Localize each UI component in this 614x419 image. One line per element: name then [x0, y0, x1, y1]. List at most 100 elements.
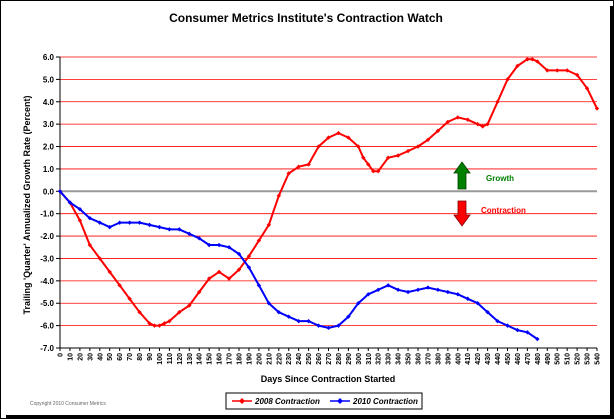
data-point — [505, 323, 510, 328]
x-tick-label: 170 — [227, 353, 234, 365]
x-tick-label: 50 — [107, 353, 114, 361]
data-point — [216, 242, 222, 248]
x-tick-label: 410 — [465, 353, 472, 365]
data-point — [405, 289, 411, 295]
data-point — [395, 153, 401, 158]
data-point — [361, 155, 366, 160]
x-tick-label: 40 — [97, 353, 104, 361]
data-point — [564, 68, 570, 73]
x-tick-label: 330 — [386, 353, 393, 365]
data-point — [87, 215, 93, 221]
x-tick-label: 100 — [157, 353, 164, 365]
x-tick-label: 530 — [585, 353, 592, 365]
y-tick-label: -6.0 — [40, 322, 54, 331]
x-tick-label: 70 — [127, 353, 134, 361]
frame-shadow-right — [610, 6, 614, 419]
data-point — [127, 220, 132, 225]
x-tick-label: 440 — [495, 353, 502, 365]
data-point — [167, 227, 172, 232]
data-point — [535, 59, 540, 64]
data-point — [425, 285, 431, 290]
data-point — [216, 269, 222, 275]
data-point — [415, 287, 421, 292]
x-tick-label: 300 — [356, 353, 363, 365]
data-point — [525, 330, 530, 335]
y-tick-label: 0.0 — [43, 187, 55, 196]
y-tick-label: 4.0 — [43, 98, 55, 107]
data-point — [266, 222, 272, 228]
data-point — [97, 220, 102, 225]
data-point — [137, 220, 142, 225]
x-tick-label: 320 — [376, 353, 383, 365]
data-point — [77, 207, 83, 212]
x-tick-label: 10 — [67, 353, 74, 361]
x-tick-label: 450 — [505, 353, 512, 365]
data-point — [306, 162, 311, 167]
x-tick-label: 460 — [515, 353, 522, 365]
x-tick-label: 120 — [177, 353, 184, 365]
data-point — [435, 287, 441, 292]
data-point — [286, 171, 291, 176]
data-point — [535, 336, 540, 342]
data-point — [226, 276, 232, 281]
y-tick-label: -4.0 — [40, 277, 54, 286]
data-point — [326, 135, 331, 140]
data-point — [77, 218, 83, 223]
series-lines — [57, 57, 600, 342]
data-point — [385, 155, 391, 160]
x-tick-label: 390 — [445, 353, 452, 365]
data-point — [67, 200, 73, 205]
data-point — [515, 63, 520, 69]
data-point — [505, 77, 510, 82]
x-tick-label: 190 — [246, 353, 253, 365]
data-point — [435, 128, 441, 134]
data-point — [366, 292, 371, 297]
data-point — [366, 162, 371, 167]
data-point — [465, 117, 470, 122]
legend: 2008 Contraction 2010 Contraction — [225, 392, 423, 410]
data-point — [276, 309, 281, 315]
data-point — [445, 119, 451, 125]
data-point — [336, 323, 341, 328]
x-tick-label: 180 — [237, 353, 244, 365]
data-point — [147, 321, 152, 326]
data-point — [246, 254, 252, 259]
data-point — [162, 321, 167, 326]
data-point — [107, 224, 112, 230]
data-point — [296, 164, 301, 169]
data-point — [187, 303, 192, 308]
x-tick-label: 110 — [167, 353, 174, 364]
data-point — [475, 121, 480, 127]
data-point — [236, 267, 242, 272]
data-point — [226, 245, 232, 250]
x-tick-label: 240 — [296, 353, 303, 365]
data-point — [197, 289, 202, 295]
x-tick-label: 360 — [416, 353, 423, 365]
data-point — [206, 276, 212, 281]
data-point — [371, 168, 376, 174]
data-point — [206, 242, 212, 248]
growth-label: Growth — [486, 174, 514, 183]
axes: 6.0 5.0 4.0 3.0 2.0 1.0 0.0 -1.0 -2.0 -3.0 -4.0 -5.… — [40, 53, 601, 365]
x-tick-label: 310 — [366, 353, 373, 365]
data-point — [296, 318, 301, 324]
y-tick-label: -3.0 — [40, 254, 54, 263]
data-point — [197, 236, 202, 241]
legend-2010-label: 2010 Contraction — [352, 397, 418, 406]
data-point — [137, 309, 142, 315]
x-tick-label: 540 — [595, 353, 602, 365]
data-point — [256, 238, 262, 243]
data-point — [415, 144, 421, 149]
data-point — [525, 57, 530, 62]
data-point — [495, 99, 500, 104]
x-tick-label: 370 — [425, 353, 432, 365]
data-point — [117, 220, 122, 225]
contraction-arrow-icon — [453, 200, 471, 227]
data-point — [316, 144, 321, 149]
data-point — [574, 72, 580, 78]
y-axis-title: Trailing 'Quarter' Annualized Growth Rat… — [22, 96, 32, 315]
x-tick-label: 480 — [535, 353, 542, 365]
data-point — [266, 301, 272, 306]
data-point — [445, 289, 451, 295]
x-tick-label: 510 — [565, 353, 572, 365]
